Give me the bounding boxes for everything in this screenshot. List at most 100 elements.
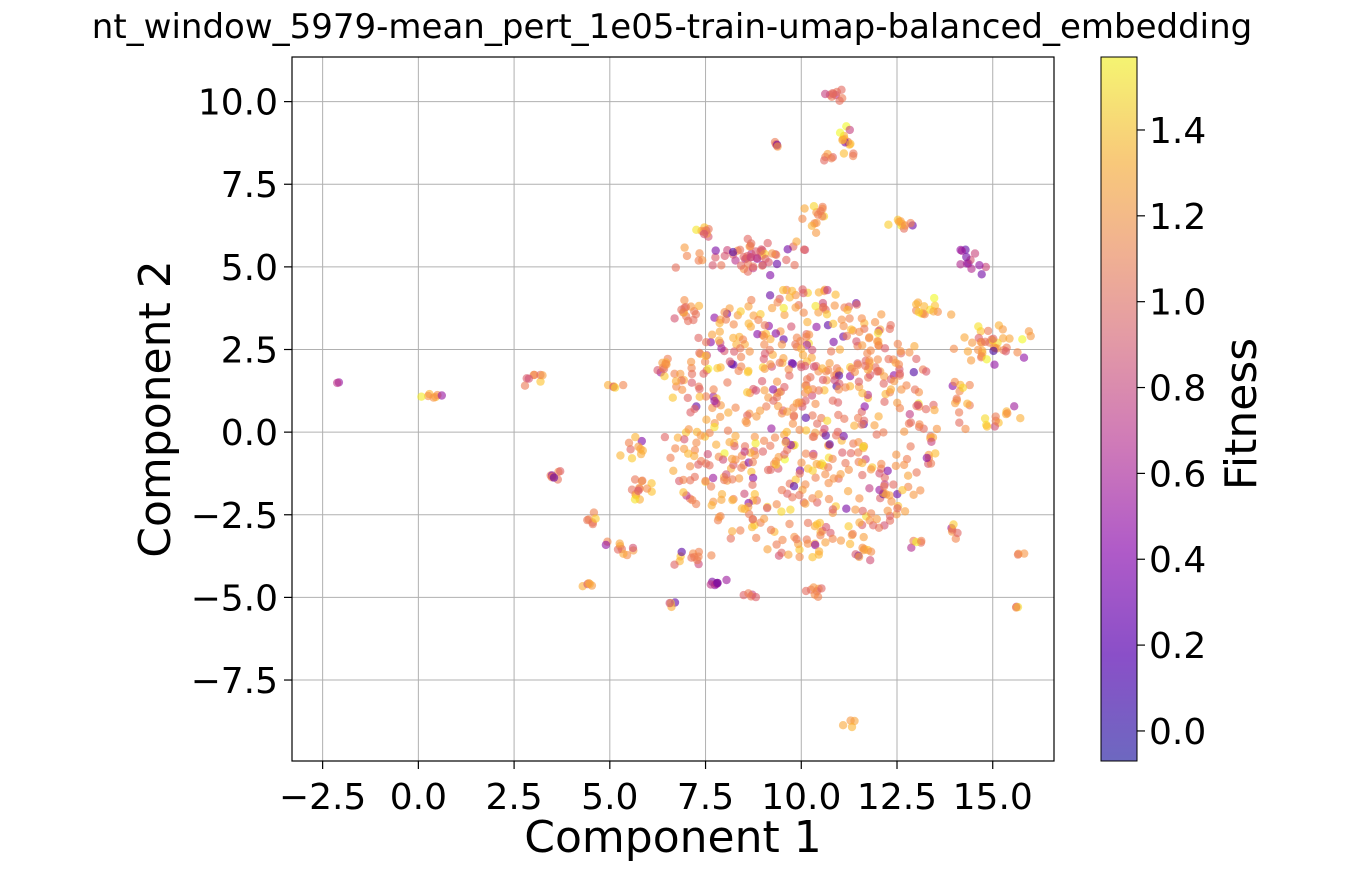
- scatter-point: [906, 418, 915, 427]
- scatter-point: [773, 298, 782, 307]
- scatter-point: [865, 356, 874, 365]
- scatter-point: [855, 327, 864, 337]
- scatter-point: [895, 369, 905, 378]
- scatter-point: [909, 368, 918, 377]
- scatter-point: [906, 218, 915, 228]
- scatter-point: [720, 308, 729, 317]
- scatter-point: [755, 406, 765, 415]
- scatter-point: [820, 424, 829, 434]
- scatter-point: [975, 261, 984, 270]
- scatter-point: [822, 310, 832, 319]
- scatter-point: [783, 407, 792, 416]
- scatter-point: [750, 432, 759, 442]
- scatter-point: [832, 364, 842, 373]
- scatter-point: [859, 416, 869, 425]
- scatter-point: [873, 328, 883, 338]
- scatter-point: [799, 245, 809, 254]
- scatter-point: [737, 362, 746, 371]
- scatter-point: [811, 228, 821, 237]
- scatter-point: [685, 462, 695, 471]
- scatter-point: [694, 256, 703, 265]
- scatter-point: [829, 319, 838, 328]
- scatter-point: [631, 432, 640, 442]
- scatter-point: [801, 449, 811, 458]
- scatter-point: [865, 484, 874, 493]
- scatter-point: [914, 307, 923, 317]
- scatter-point: [630, 495, 640, 504]
- scatter-point: [748, 473, 758, 483]
- scatter-point: [980, 414, 990, 423]
- scatter-point: [880, 344, 890, 353]
- scatter-point: [725, 438, 734, 447]
- scatter-point: [797, 458, 806, 467]
- scatter-point: [916, 486, 925, 495]
- scatter-point: [679, 488, 688, 497]
- scatter-point: [949, 344, 959, 353]
- scatter-point: [661, 359, 670, 369]
- scatter-point: [982, 355, 991, 364]
- scatter-point: [968, 338, 977, 347]
- scatter-point: [706, 482, 716, 491]
- scatter-point: [827, 154, 836, 163]
- scatter-point: [701, 351, 710, 361]
- data-points: [333, 85, 1035, 732]
- scatter-point: [773, 401, 783, 411]
- colorbar-tick-label: 0.4: [1149, 540, 1206, 581]
- scatter-point: [849, 149, 858, 158]
- scatter-point: [872, 514, 881, 524]
- x-tick-label: 0.0: [390, 777, 447, 818]
- scatter-point: [848, 529, 857, 539]
- scatter-point: [922, 367, 931, 376]
- scatter-point: [845, 314, 854, 323]
- scatter-point: [866, 509, 876, 518]
- scatter-point: [716, 412, 725, 422]
- scatter-point: [858, 470, 867, 480]
- scatter-point: [690, 472, 699, 482]
- scatter-point: [789, 482, 799, 491]
- scatter-point: [800, 361, 810, 371]
- scatter-point: [703, 450, 712, 459]
- scatter-point: [847, 364, 856, 373]
- scatter-point: [671, 263, 680, 272]
- grid-lines: [292, 57, 1054, 761]
- scatter-point: [847, 722, 857, 732]
- scatter-point: [671, 377, 681, 386]
- scatter-point: [687, 378, 696, 387]
- scatter-point: [1003, 409, 1012, 418]
- scatter-point: [717, 261, 726, 270]
- scatter-point: [881, 490, 891, 499]
- scatter-point: [808, 411, 817, 420]
- scatter-point: [973, 345, 983, 355]
- scatter-point: [955, 418, 964, 427]
- scatter-point: [684, 449, 693, 458]
- scatter-point: [705, 428, 714, 438]
- scatter-point: [738, 335, 748, 344]
- scatter-point: [889, 480, 898, 489]
- scatter-point: [699, 369, 708, 378]
- scatter-point: [874, 412, 883, 421]
- scatter-point: [879, 428, 888, 437]
- scatter-point: [836, 470, 845, 479]
- scatter-point: [638, 476, 647, 485]
- scatter-point: [772, 500, 781, 509]
- scatter-point: [826, 347, 836, 356]
- scatter-point: [812, 459, 821, 469]
- scatter-point: [921, 405, 931, 414]
- scatter-point: [847, 325, 856, 334]
- scatter-point: [714, 513, 724, 522]
- scatter-point: [838, 135, 847, 145]
- scatter-point: [839, 149, 849, 158]
- scatter-point: [745, 347, 754, 356]
- scatter-point: [953, 528, 962, 538]
- scatter-point: [802, 375, 812, 384]
- scatter-point: [695, 384, 704, 394]
- scatter-point: [1013, 550, 1023, 559]
- scatter-point: [728, 495, 737, 505]
- scatter-point: [823, 285, 832, 295]
- scatter-point: [1001, 347, 1010, 356]
- scatter-point: [616, 451, 625, 460]
- scatter-point: [701, 338, 711, 347]
- scatter-point: [687, 369, 697, 379]
- scatter-point: [601, 540, 611, 550]
- scatter-point: [735, 245, 745, 254]
